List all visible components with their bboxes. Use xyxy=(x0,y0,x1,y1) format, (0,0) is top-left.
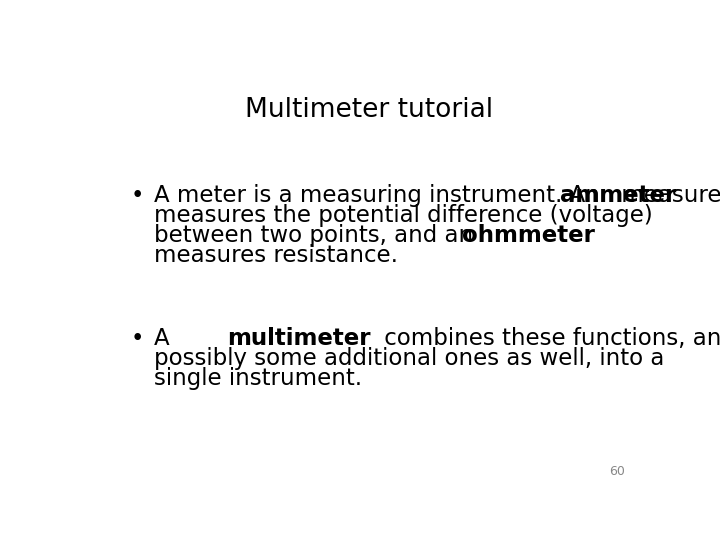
Text: •: • xyxy=(130,327,144,349)
Text: A: A xyxy=(153,327,176,349)
Text: measures the potential difference (voltage): measures the potential difference (volta… xyxy=(153,204,652,227)
Text: between two points, and an: between two points, and an xyxy=(153,224,480,247)
Text: multimeter: multimeter xyxy=(227,327,370,349)
Text: measures resistance.: measures resistance. xyxy=(153,244,397,267)
Text: single instrument.: single instrument. xyxy=(153,367,361,390)
Text: A meter is a measuring instrument. An: A meter is a measuring instrument. An xyxy=(153,184,607,207)
Text: •: • xyxy=(130,184,144,207)
Text: Multimeter tutorial: Multimeter tutorial xyxy=(245,97,493,123)
Text: ohmmeter: ohmmeter xyxy=(462,224,595,247)
Text: possibly some additional ones as well, into a: possibly some additional ones as well, i… xyxy=(153,347,664,369)
Text: ammeter: ammeter xyxy=(560,184,676,207)
Text: combines these functions, and: combines these functions, and xyxy=(377,327,720,349)
Text: 60: 60 xyxy=(609,465,625,478)
Text: measures current, a: measures current, a xyxy=(614,184,720,207)
